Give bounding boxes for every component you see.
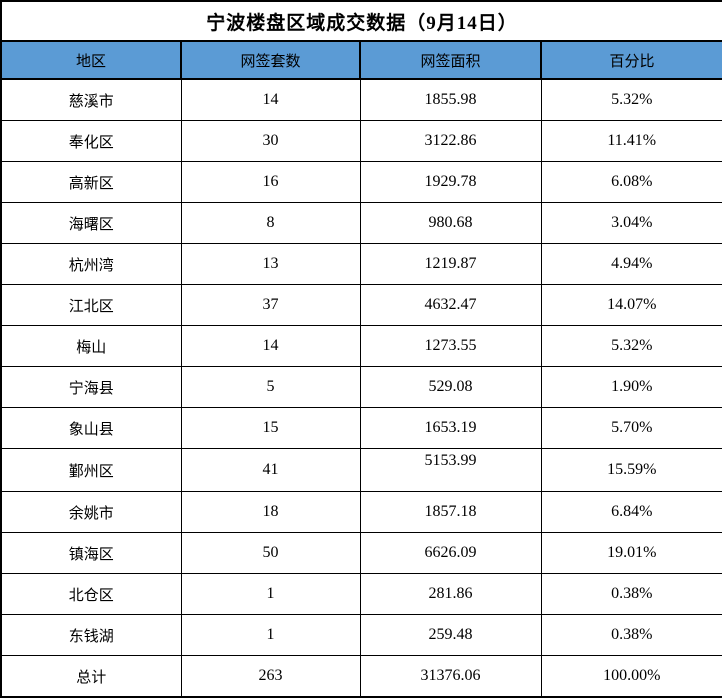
table-row: 高新区 16 1929.78 6.08%: [0, 161, 722, 203]
percentage-cell: 4.94%: [540, 243, 722, 285]
table-row: 宁海县 5 529.08 1.90%: [0, 366, 722, 408]
table-head: 宁波楼盘区域成交数据（9月14日） 地区 网签套数 网签面积 百分比: [0, 0, 722, 80]
region-cell: 江北区: [0, 284, 182, 326]
column-header-region: 地区: [0, 40, 182, 80]
units-cell: 18: [180, 491, 361, 533]
region-cell: 高新区: [0, 161, 182, 203]
region-cell: 杭州湾: [0, 243, 182, 285]
percentage-cell: 5.32%: [540, 325, 722, 367]
table-row: 慈溪市 14 1855.98 5.32%: [0, 78, 722, 121]
table-title: 宁波楼盘区域成交数据（9月14日）: [0, 0, 722, 42]
column-header-area: 网签面积: [359, 40, 542, 80]
column-header-percentage: 百分比: [539, 40, 722, 80]
area-cell: 6626.09: [359, 532, 542, 574]
header-row: 地区 网签套数 网签面积 百分比: [0, 40, 722, 80]
table-row: 梅山 14 1273.55 5.32%: [0, 325, 722, 367]
units-cell: 14: [180, 325, 361, 367]
area-cell: 4632.47: [359, 284, 542, 326]
area-cell: 3122.86: [359, 120, 542, 162]
percentage-cell: 5.32%: [540, 78, 722, 121]
percentage-cell: 0.38%: [540, 573, 722, 615]
units-cell: 50: [180, 532, 361, 574]
region-cell: 北仓区: [0, 573, 182, 615]
percentage-cell: 1.90%: [540, 366, 722, 408]
percentage-cell: 19.01%: [540, 532, 722, 574]
table-row: 东钱湖 1 259.48 0.38%: [0, 614, 722, 656]
percentage-cell: 15.59%: [540, 448, 722, 492]
region-cell: 海曙区: [0, 202, 182, 244]
area-cell-total: 31376.06: [359, 655, 542, 698]
area-cell: 529.08: [359, 366, 542, 408]
units-cell: 30: [180, 120, 361, 162]
percentage-cell: 5.70%: [540, 407, 722, 449]
table-body: 慈溪市 14 1855.98 5.32% 奉化区 30 3122.86 11.4…: [0, 78, 722, 698]
percentage-cell: 3.04%: [540, 202, 722, 244]
table-row: 镇海区 50 6626.09 19.01%: [0, 532, 722, 574]
units-cell: 16: [180, 161, 361, 203]
units-cell: 13: [180, 243, 361, 285]
region-cell: 梅山: [0, 325, 182, 367]
table-row-total: 总计 263 31376.06 100.00%: [0, 655, 722, 698]
area-cell: 1219.87: [359, 243, 542, 285]
area-cell: 259.48: [359, 614, 542, 656]
region-cell: 镇海区: [0, 532, 182, 574]
percentage-cell-total: 100.00%: [540, 655, 722, 698]
table-row: 奉化区 30 3122.86 11.41%: [0, 120, 722, 162]
units-cell: 5: [180, 366, 361, 408]
units-cell: 41: [180, 448, 361, 492]
region-cell: 鄞州区: [0, 448, 182, 492]
percentage-cell: 6.08%: [540, 161, 722, 203]
units-cell: 15: [180, 407, 361, 449]
area-cell: 1273.55: [359, 325, 542, 367]
percentage-cell: 6.84%: [540, 491, 722, 533]
units-cell-total: 263: [180, 655, 361, 698]
region-cell: 宁海县: [0, 366, 182, 408]
region-cell: 东钱湖: [0, 614, 182, 656]
table-row: 鄞州区 41 5153.99 15.59%: [0, 448, 722, 492]
column-header-units: 网签套数: [180, 40, 361, 80]
table-row: 余姚市 18 1857.18 6.84%: [0, 491, 722, 533]
region-cell: 奉化区: [0, 120, 182, 162]
percentage-cell: 14.07%: [540, 284, 722, 326]
title-row: 宁波楼盘区域成交数据（9月14日）: [0, 0, 722, 42]
units-cell: 1: [180, 614, 361, 656]
table-row: 北仓区 1 281.86 0.38%: [0, 573, 722, 615]
area-cell: 980.68: [359, 202, 542, 244]
table-row: 海曙区 8 980.68 3.04%: [0, 202, 722, 244]
region-cell-total: 总计: [0, 655, 182, 698]
area-cell: 1929.78: [359, 161, 542, 203]
region-cell: 余姚市: [0, 491, 182, 533]
area-cell: 1653.19: [359, 407, 542, 449]
table-row: 江北区 37 4632.47 14.07%: [0, 284, 722, 326]
table-row: 杭州湾 13 1219.87 4.94%: [0, 243, 722, 285]
area-cell: 1857.18: [359, 491, 542, 533]
area-cell: 1855.98: [359, 78, 542, 121]
region-cell: 象山县: [0, 407, 182, 449]
table-row: 象山县 15 1653.19 5.70%: [0, 407, 722, 449]
region-cell: 慈溪市: [0, 78, 182, 121]
units-cell: 1: [180, 573, 361, 615]
units-cell: 37: [180, 284, 361, 326]
units-cell: 8: [180, 202, 361, 244]
area-cell: 5153.99: [359, 448, 542, 492]
area-cell: 281.86: [359, 573, 542, 615]
percentage-cell: 11.41%: [540, 120, 722, 162]
percentage-cell: 0.38%: [540, 614, 722, 656]
units-cell: 14: [180, 78, 361, 121]
